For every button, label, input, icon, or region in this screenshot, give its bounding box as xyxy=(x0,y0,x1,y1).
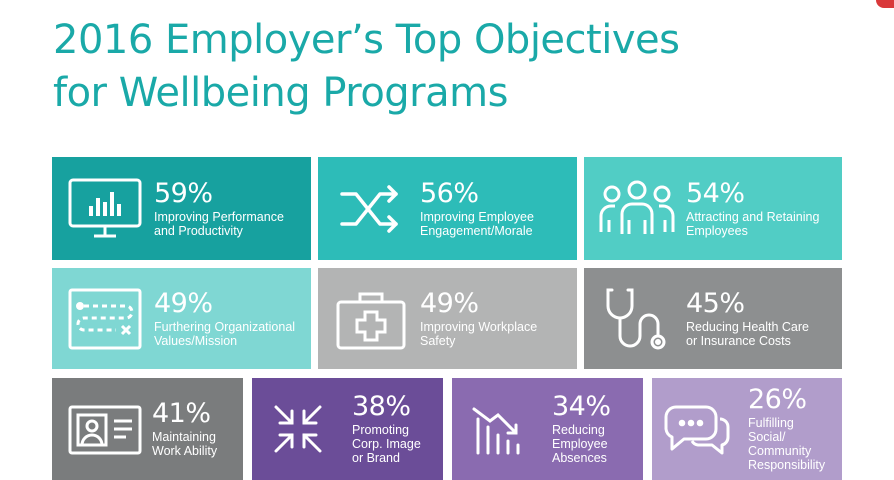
tile-percent: 59% xyxy=(154,177,213,209)
tile-percent: 54% xyxy=(686,177,745,209)
tile-work-ability: 41% Maintaining Work Ability xyxy=(52,378,243,480)
tile-corp-image: 38% Promoting Corp. Image or Brand xyxy=(252,378,443,480)
tile-percent: 38% xyxy=(352,391,411,422)
title-line-2: for Wellbeing Programs xyxy=(53,70,508,116)
roadmap-icon xyxy=(66,286,144,352)
tile-label: Improving Workplace Safety xyxy=(420,319,538,348)
tile-label: Promoting Corp. Image or Brand xyxy=(352,423,421,465)
tile-performance: 59% Improving Performance and Productivi… xyxy=(52,157,311,260)
tile-costs: 45% Reducing Health Care or Insurance Co… xyxy=(584,268,842,369)
tile-safety: 49% Improving Workplace Safety xyxy=(318,268,577,369)
tile-absences: 34% Reducing Employee Absences xyxy=(452,378,643,480)
tile-attracting: 54% Attracting and Retaining Employees xyxy=(584,157,842,260)
tile-label: Improving Performance and Productivity xyxy=(154,209,284,238)
declining-bars-icon xyxy=(468,399,528,459)
tile-label: Reducing Employee Absences xyxy=(552,423,608,465)
first-aid-kit-icon xyxy=(332,286,410,352)
people-group-icon xyxy=(598,176,676,242)
tile-percent: 49% xyxy=(420,287,479,319)
tile-label: Improving Employee Engagement/Morale xyxy=(420,209,534,238)
compress-arrows-icon xyxy=(268,399,328,459)
tile-percent: 56% xyxy=(420,177,479,209)
tile-percent: 34% xyxy=(552,391,611,422)
tile-label: Reducing Health Care or Insurance Costs xyxy=(686,319,809,348)
tile-label: Furthering Organizational Values/Mission xyxy=(154,319,296,348)
tile-label: Attracting and Retaining Employees xyxy=(686,209,820,238)
tile-percent: 45% xyxy=(686,287,745,319)
tile-percent: 26% xyxy=(748,384,807,415)
monitor-chart-icon xyxy=(66,176,144,242)
tile-values: 49% Furthering Organizational Values/Mis… xyxy=(52,268,311,369)
stethoscope-icon xyxy=(598,286,676,352)
title-line-1: 2016 Employer’s Top Objectives xyxy=(53,17,680,63)
page-title: 2016 Employer’s Top Objectives for Wellb… xyxy=(53,14,680,120)
shuffle-icon xyxy=(332,176,410,242)
brand-logo-icon xyxy=(876,0,894,8)
tile-percent: 49% xyxy=(154,287,213,319)
tile-percent: 41% xyxy=(152,398,211,429)
id-card-icon xyxy=(66,399,144,459)
chat-bubbles-icon xyxy=(662,399,732,459)
tile-label: Fulfilling Social/ Community Responsibil… xyxy=(748,416,826,472)
tile-social: 26% Fulfilling Social/ Community Respons… xyxy=(652,378,842,480)
tile-engagement: 56% Improving Employee Engagement/Morale xyxy=(318,157,577,260)
tile-label: Maintaining Work Ability xyxy=(152,430,218,458)
